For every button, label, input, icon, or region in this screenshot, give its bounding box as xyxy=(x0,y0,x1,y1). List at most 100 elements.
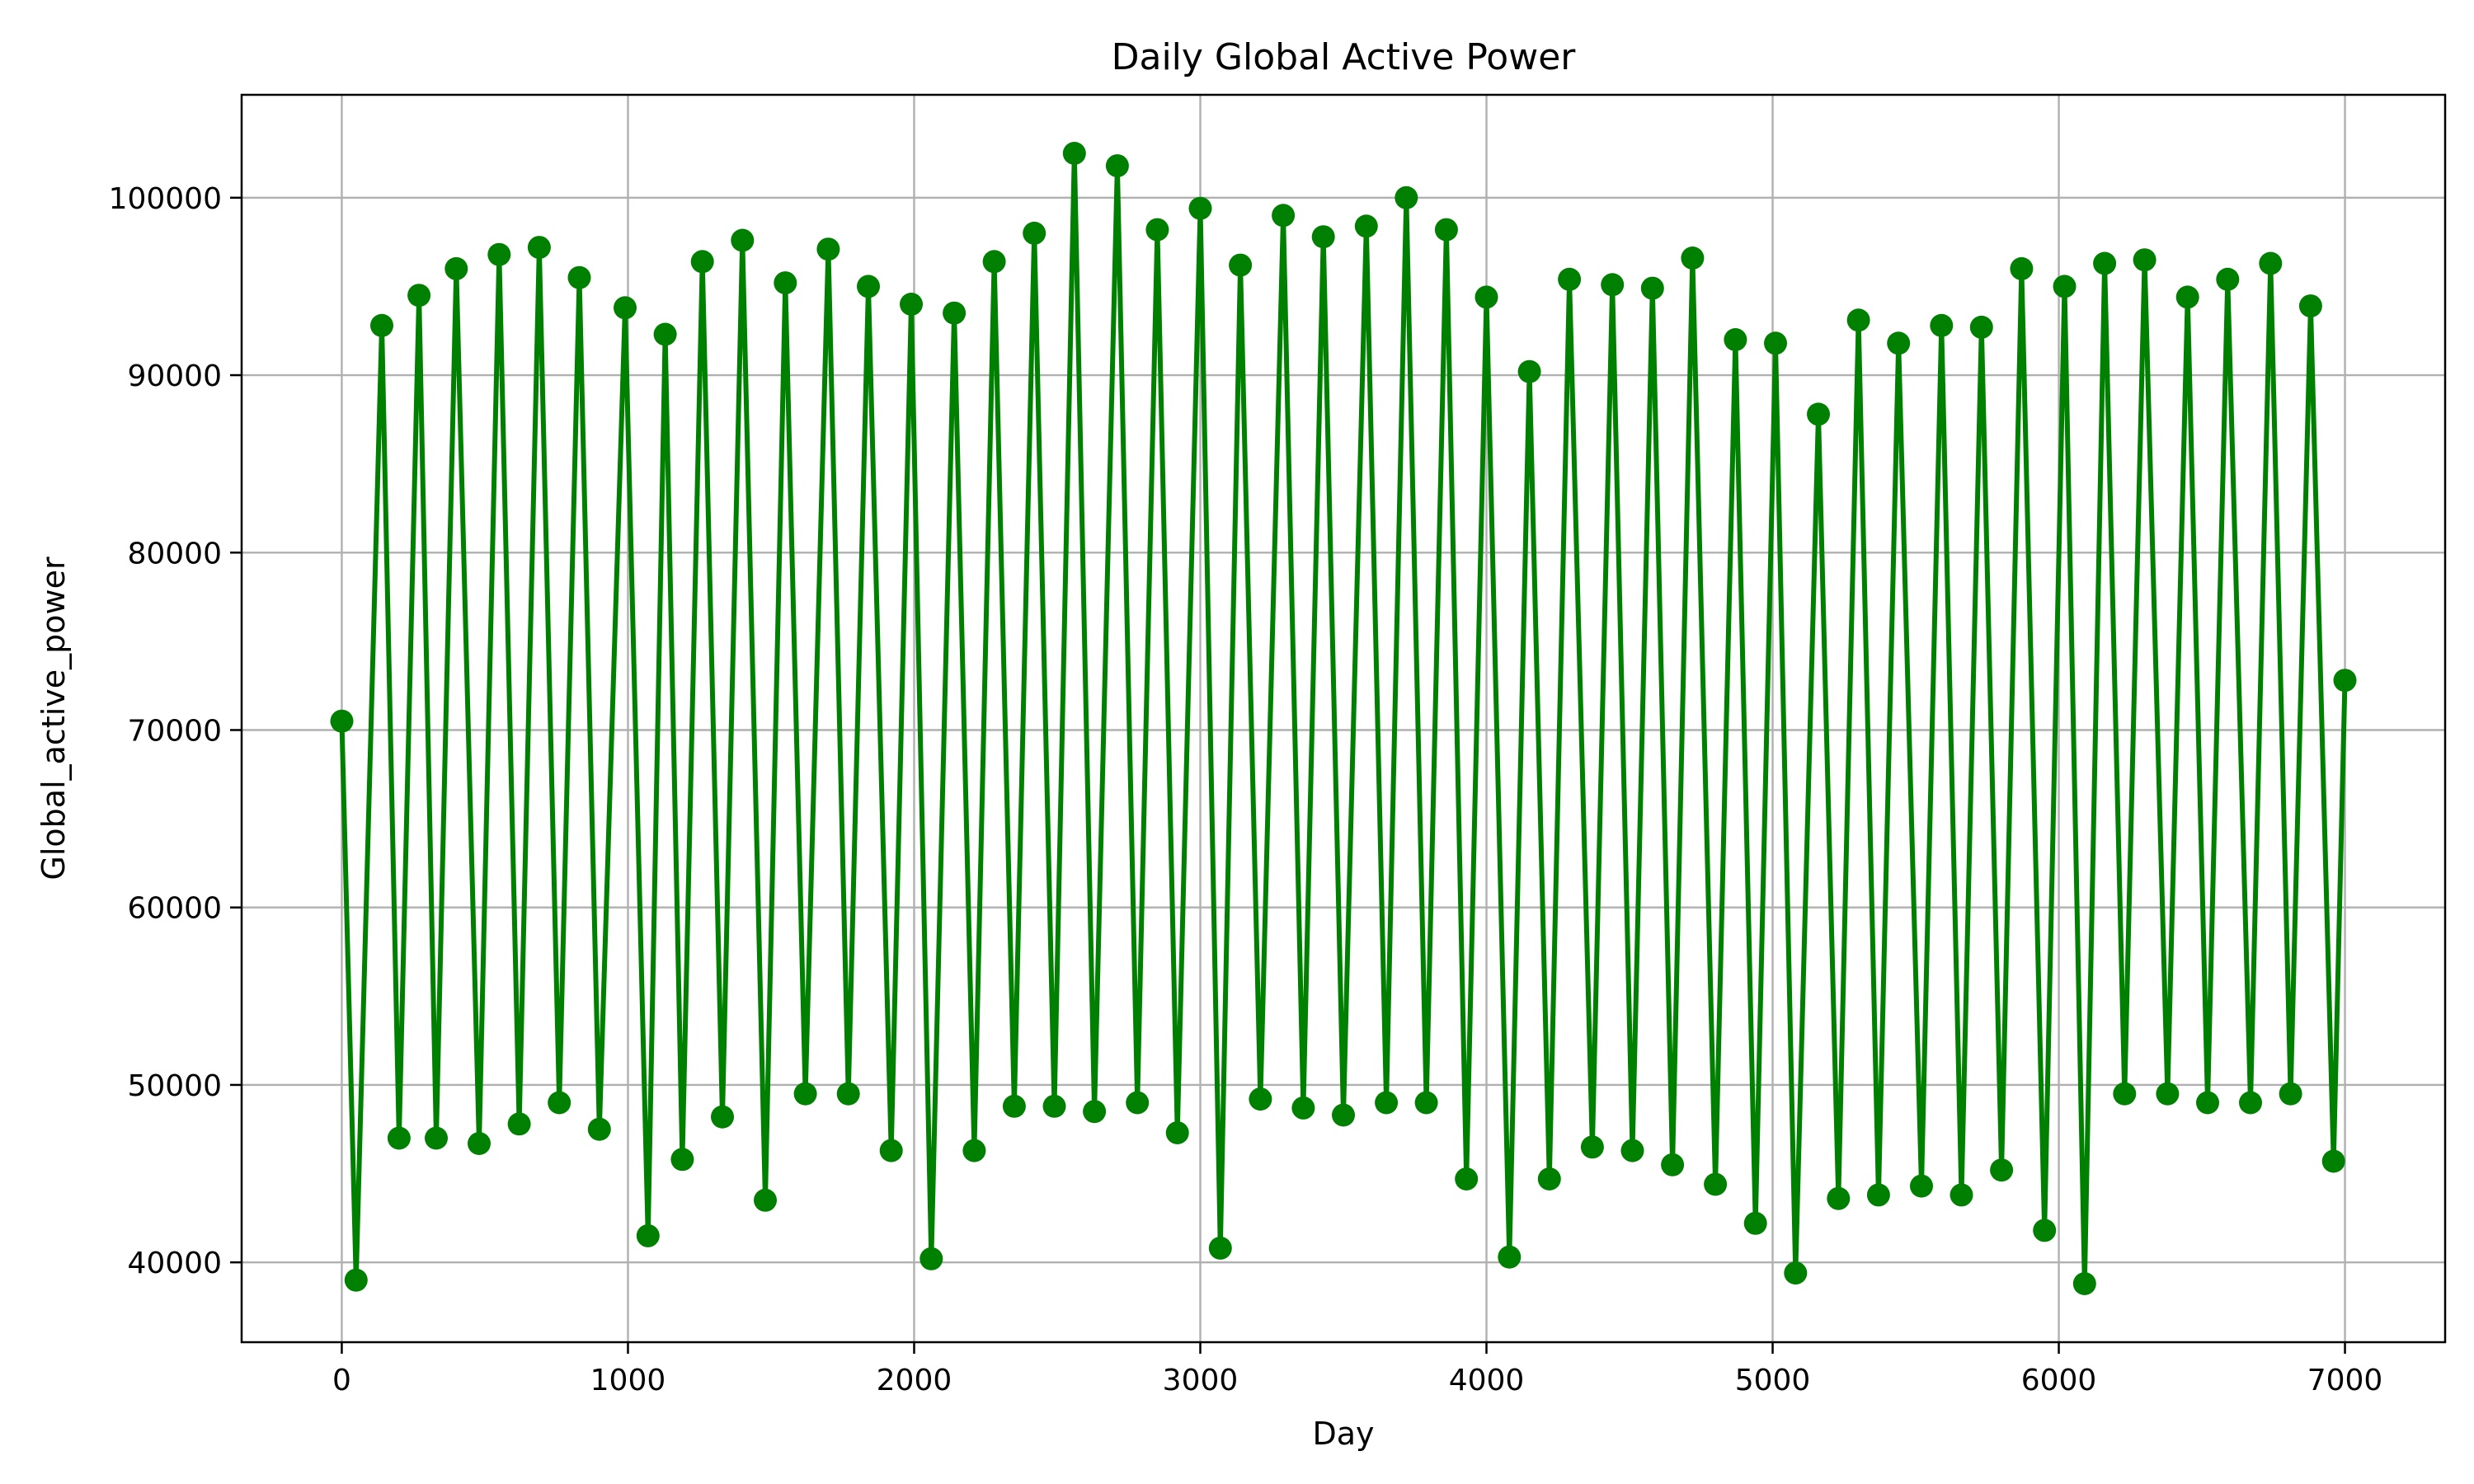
data-point xyxy=(2010,256,2034,280)
data-point xyxy=(1866,1183,1890,1207)
data-point xyxy=(879,1139,903,1162)
data-point xyxy=(1887,331,1911,355)
data-point xyxy=(1764,331,1787,355)
data-point xyxy=(344,1268,368,1292)
data-point xyxy=(1291,1096,1315,1120)
data-point xyxy=(527,236,551,260)
data-point xyxy=(1145,218,1169,242)
data-point xyxy=(816,237,840,261)
data-point xyxy=(2113,1082,2137,1106)
data-point xyxy=(1950,1183,1973,1207)
data-point xyxy=(1455,1167,1479,1190)
data-point xyxy=(444,256,468,280)
data-point xyxy=(943,301,967,325)
data-point xyxy=(2216,267,2240,291)
y-tick-label: 90000 xyxy=(127,359,222,393)
data-point xyxy=(1558,267,1582,291)
data-point xyxy=(900,293,923,316)
data-point xyxy=(330,709,354,733)
y-tick-label: 80000 xyxy=(127,537,222,571)
data-point xyxy=(2156,1082,2180,1106)
data-point xyxy=(1601,273,1625,297)
data-point xyxy=(962,1139,986,1162)
data-point xyxy=(2321,1149,2345,1173)
data-point xyxy=(1332,1103,1355,1127)
data-point xyxy=(2259,251,2283,275)
data-point xyxy=(2175,285,2199,309)
data-point xyxy=(1724,328,1747,351)
plot-frame xyxy=(240,93,2447,1344)
data-point xyxy=(690,250,714,274)
axis-ticks: 0 1000 2000 3000 4000 5000 6000 7000 40000 50000 6… xyxy=(109,182,2383,1397)
data-point xyxy=(507,1112,531,1136)
data-point xyxy=(1002,1094,1026,1118)
data-point xyxy=(1395,186,1418,209)
data-point xyxy=(1434,218,1458,242)
y-tick-label: 70000 xyxy=(127,714,222,748)
x-axis-label: Day xyxy=(1312,1416,1374,1452)
data-point xyxy=(548,1091,571,1115)
data-point xyxy=(1414,1091,1438,1115)
data-point xyxy=(774,271,797,295)
data-point xyxy=(636,1223,660,1247)
data-point xyxy=(1910,1174,1933,1198)
data-point xyxy=(1846,308,1870,332)
x-tick-label: 7000 xyxy=(2307,1364,2383,1397)
data-point xyxy=(2072,1272,2096,1295)
x-tick-label: 3000 xyxy=(1163,1364,1239,1397)
data-point xyxy=(1042,1094,1066,1118)
data-point xyxy=(1126,1091,1150,1115)
x-tick-label: 2000 xyxy=(877,1364,952,1397)
y-tick-label: 60000 xyxy=(127,892,222,926)
data-point xyxy=(1272,204,1296,228)
data-point xyxy=(1062,142,1086,165)
data-point xyxy=(793,1082,817,1106)
y-axis-label: Global_active_power xyxy=(35,556,72,881)
data-point xyxy=(1827,1186,1851,1210)
y-tick-label: 50000 xyxy=(127,1069,222,1103)
data-point xyxy=(387,1126,411,1150)
data-point xyxy=(2333,669,2357,693)
x-tick-label: 0 xyxy=(332,1364,351,1397)
data-point xyxy=(2033,1219,2057,1242)
y-tick-label: 40000 xyxy=(127,1247,222,1280)
data-point xyxy=(2093,251,2117,275)
data-point xyxy=(567,265,591,289)
data-point xyxy=(1083,1100,1107,1124)
data-point xyxy=(2133,248,2157,272)
data-point xyxy=(982,250,1006,274)
chart-title: Daily Global Active Power xyxy=(1112,36,1577,78)
x-tick-label: 6000 xyxy=(2021,1364,2097,1397)
data-point xyxy=(670,1148,694,1172)
data-point xyxy=(836,1082,860,1106)
x-tick-label: 1000 xyxy=(590,1364,666,1397)
data-point xyxy=(614,296,637,320)
data-point xyxy=(407,284,431,308)
data-point xyxy=(1990,1158,2014,1182)
data-point xyxy=(2196,1091,2219,1115)
data-point xyxy=(2239,1091,2262,1115)
data-point xyxy=(468,1132,491,1155)
data-point xyxy=(1537,1167,1561,1190)
data-point xyxy=(1354,214,1378,238)
data-point xyxy=(1498,1245,1522,1269)
data-point xyxy=(1229,253,1253,277)
data-point xyxy=(1930,313,1954,337)
data-point xyxy=(1165,1121,1189,1144)
data-point xyxy=(1249,1087,1272,1111)
data-point xyxy=(711,1105,734,1129)
data-point xyxy=(587,1117,611,1141)
data-point xyxy=(920,1247,943,1270)
data-point xyxy=(1208,1236,1232,1260)
data-point xyxy=(754,1188,777,1212)
data-point xyxy=(1704,1172,1728,1196)
data-point xyxy=(2298,294,2322,318)
data-point xyxy=(1969,315,1993,339)
data-point xyxy=(1807,402,1830,426)
data-point xyxy=(1105,154,1129,178)
data-point xyxy=(1311,225,1335,249)
x-tick-label: 5000 xyxy=(1735,1364,1811,1397)
data-point xyxy=(1023,221,1047,245)
